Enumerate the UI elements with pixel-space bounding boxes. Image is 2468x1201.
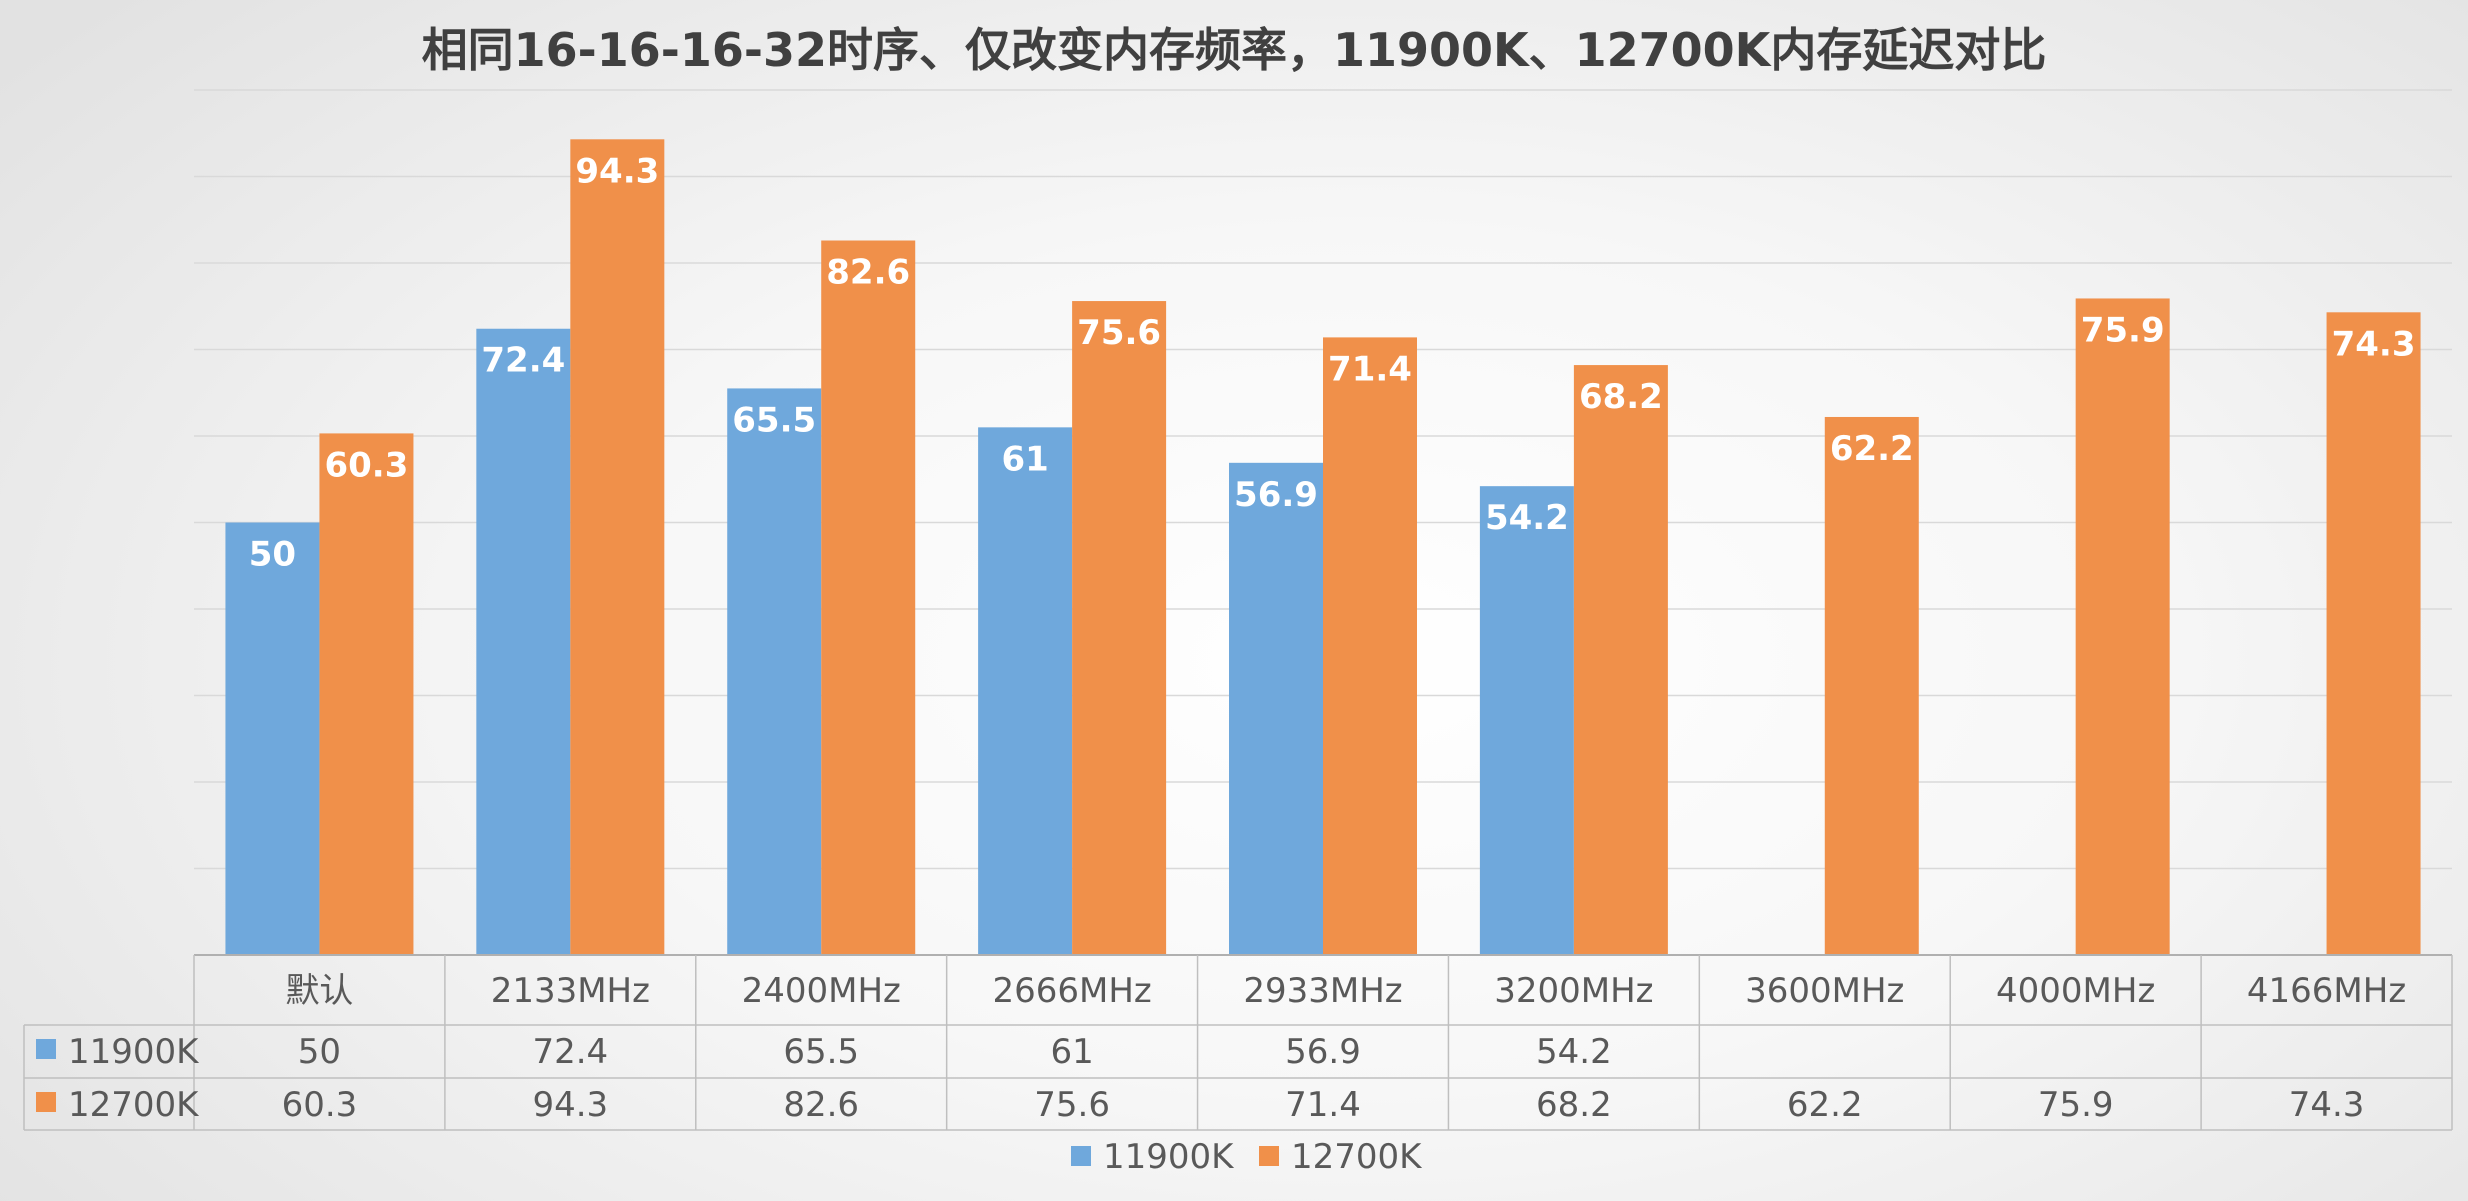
- chart-title: 相同16-16-16-32时序、仅改变内存频率，11900K、12700K内存延…: [421, 23, 2047, 77]
- table-cell: 82.6: [783, 1085, 859, 1125]
- category-label: 3600MHz: [1745, 971, 1904, 1011]
- data-label: 54.2: [1485, 498, 1569, 538]
- category-label: 2933MHz: [1243, 971, 1402, 1011]
- data-label: 68.2: [1579, 377, 1663, 417]
- bar-12700K-2400MHz: [821, 240, 916, 955]
- category-label: 2400MHz: [742, 971, 901, 1011]
- legend-swatch: [1259, 1146, 1279, 1166]
- bar-11900K-3200MHz: [1479, 486, 1574, 955]
- category-label: 4000MHz: [1996, 971, 2155, 1011]
- data-label: 75.6: [1077, 313, 1161, 353]
- bar-11900K-2666MHz: [978, 427, 1073, 956]
- data-label: 94.3: [575, 151, 659, 191]
- bar-11900K-默认: [225, 522, 320, 955]
- legend-label: 12700K: [1291, 1137, 1423, 1177]
- category-label: 2666MHz: [992, 971, 1151, 1011]
- table-legend-key: [36, 1092, 56, 1112]
- legend-swatch: [1071, 1146, 1091, 1166]
- bar-12700K-3600MHz: [1824, 416, 1919, 956]
- data-label: 60.3: [324, 445, 408, 485]
- data-label: 61: [1001, 439, 1048, 479]
- table-cell: 75.9: [2038, 1085, 2114, 1125]
- category-label: 3200MHz: [1494, 971, 1653, 1011]
- data-label: 75.9: [2081, 310, 2165, 350]
- table-cell: 65.5: [783, 1032, 859, 1072]
- data-label: 56.9: [1234, 475, 1318, 515]
- data-label: 82.6: [826, 253, 910, 293]
- bar-11900K-2933MHz: [1229, 462, 1323, 955]
- bar-12700K-4000MHz: [2075, 298, 2170, 956]
- data-label: 65.5: [732, 400, 816, 440]
- category-label: 默认: [285, 971, 353, 1011]
- table-cell: 50: [298, 1032, 341, 1072]
- bar-11900K-2133MHz: [476, 328, 571, 955]
- data-label: 50: [249, 535, 296, 575]
- category-label: 4166MHz: [2247, 971, 2406, 1011]
- table-series-name: 12700K: [68, 1085, 200, 1125]
- data-label: 72.4: [481, 341, 565, 381]
- bar-12700K-2666MHz: [1072, 301, 1167, 955]
- table-cell: 74.3: [2289, 1085, 2365, 1125]
- table-cell: 56.9: [1285, 1032, 1361, 1072]
- table-cell: 68.2: [1536, 1085, 1612, 1125]
- table-cell: 71.4: [1285, 1085, 1361, 1125]
- data-label: 62.2: [1830, 429, 1914, 469]
- data-label: 71.4: [1328, 349, 1412, 389]
- table-cell: 62.2: [1787, 1085, 1863, 1125]
- data-label: 74.3: [2332, 324, 2416, 364]
- table-cell: 94.3: [532, 1085, 608, 1125]
- table-series-name: 11900K: [68, 1032, 200, 1072]
- legend-label: 11900K: [1103, 1137, 1235, 1177]
- bar-12700K-4166MHz: [2326, 312, 2421, 955]
- table-cell: 60.3: [282, 1085, 358, 1125]
- table-cell: 72.4: [532, 1032, 608, 1072]
- bar-12700K-2133MHz: [570, 139, 665, 955]
- table-legend-key: [36, 1039, 56, 1059]
- bar-12700K-3200MHz: [1573, 365, 1668, 955]
- bar-12700K-默认: [319, 433, 414, 955]
- table-cell: 54.2: [1536, 1032, 1612, 1072]
- bar-12700K-2933MHz: [1323, 337, 1417, 955]
- table-cell: 75.6: [1034, 1085, 1110, 1125]
- table-cell: 61: [1050, 1032, 1093, 1072]
- bar-11900K-2400MHz: [727, 388, 822, 955]
- category-label: 2133MHz: [491, 971, 650, 1011]
